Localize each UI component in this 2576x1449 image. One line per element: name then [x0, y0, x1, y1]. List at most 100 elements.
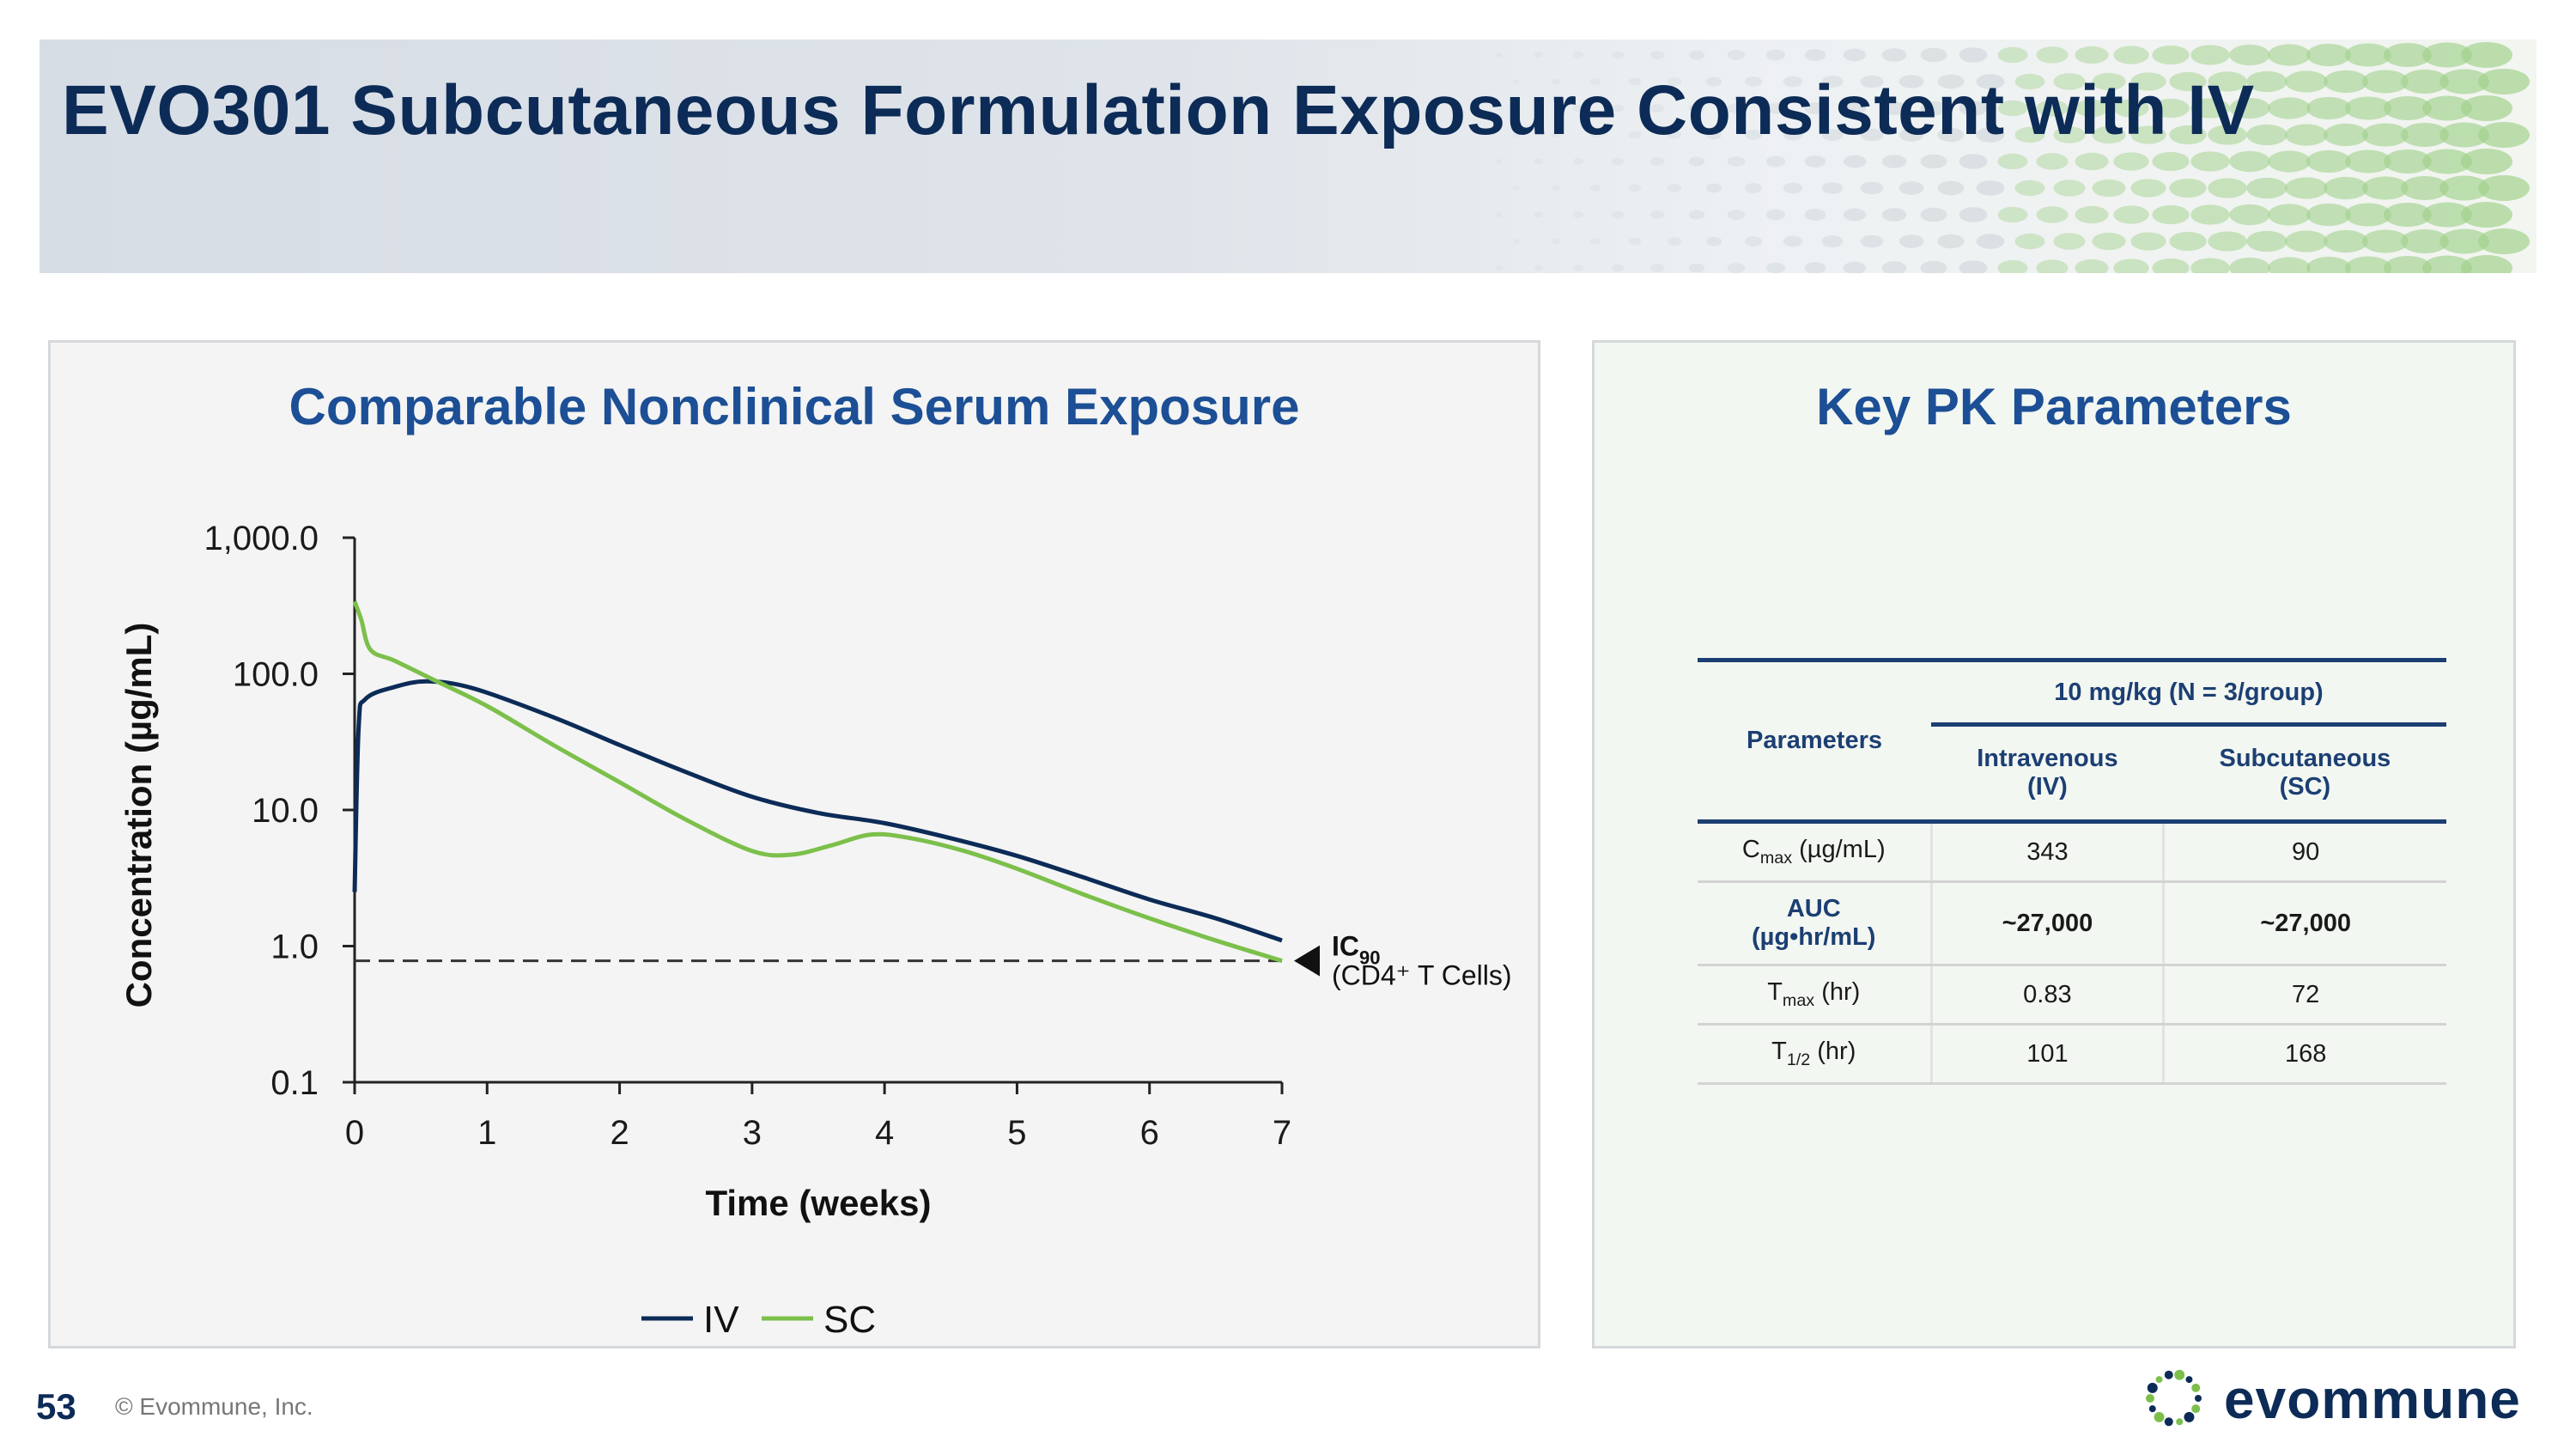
ic90-sublabel: (CD4⁺ T Cells) — [1332, 960, 1512, 991]
banner-dot — [2190, 258, 2230, 273]
banner-dot — [1688, 210, 1705, 220]
banner-dot — [2113, 152, 2149, 171]
x-tick-label: 7 — [1273, 1114, 1291, 1152]
banner-dot — [2246, 70, 2287, 93]
banner-dot — [2478, 175, 2530, 201]
banner-dot — [1821, 182, 1844, 194]
banner-dot — [1744, 130, 1763, 140]
banner-dot — [1727, 156, 1746, 167]
banner-dot — [2461, 95, 2512, 121]
banner-dot — [1920, 100, 1947, 116]
banner-dot — [1937, 127, 1965, 143]
banner-dot — [1572, 52, 1584, 58]
banner-dot — [1611, 264, 1625, 272]
banner-dot — [1688, 103, 1705, 113]
banner-dot — [1997, 100, 2028, 117]
banner-dot — [2169, 178, 2207, 198]
banner-dot — [1937, 234, 1965, 249]
banner-dot — [2324, 229, 2368, 253]
series-line-sc — [352, 600, 1283, 963]
banner-dot — [2345, 96, 2391, 120]
banner-dot — [1534, 211, 1544, 218]
banner-dot — [1821, 235, 1844, 247]
row-label-thalf: T1/2 (hr) — [1698, 1024, 1933, 1085]
banner-dot — [1551, 185, 1561, 192]
banner-dot — [1705, 76, 1722, 87]
banner-dot — [2384, 95, 2432, 121]
logo-dot — [2174, 1369, 2185, 1380]
banner-dot — [1589, 238, 1601, 245]
banner-dot — [1649, 104, 1665, 113]
banner-dot — [2075, 99, 2109, 118]
row-label-cmax: Cmax (µg/mL) — [1698, 821, 1933, 883]
y-tick-label: 10.0 — [252, 792, 319, 830]
banner-dot — [2422, 255, 2472, 273]
banner-dot — [2092, 72, 2126, 91]
banner-dot — [2268, 257, 2311, 273]
banner-dot — [1959, 260, 1988, 273]
banner-dot — [1649, 157, 1665, 166]
banner-dot — [2053, 73, 2086, 90]
banner-dot — [1860, 234, 1884, 248]
banner-dot — [1937, 180, 1965, 196]
banner-dot — [2246, 124, 2287, 146]
banner-dot — [1649, 51, 1665, 59]
sc-column-header: Subcutaneous (SC) — [2163, 724, 2446, 824]
banner-dot — [1783, 182, 1803, 194]
banner-dot — [1551, 78, 1561, 85]
banner-dot — [2362, 229, 2409, 253]
x-tick-label: 0 — [345, 1114, 364, 1152]
banner-dot — [1628, 184, 1642, 192]
banner-dot — [1534, 52, 1544, 58]
banner-dot — [2306, 256, 2351, 273]
banner-dot — [2362, 123, 2409, 147]
banner-dot — [2461, 149, 2512, 174]
banner-dot — [2285, 177, 2328, 199]
banner-dot — [2384, 255, 2432, 273]
chart-panel: Comparable Nonclinical Serum Exposure 1,… — [48, 340, 1540, 1349]
banner-dot — [1843, 101, 1867, 115]
banner-dot — [1959, 154, 1988, 169]
tmax-sc-value: 72 — [2163, 965, 2446, 1026]
banner-dot — [1572, 265, 1584, 271]
param-column-header: Parameters — [1698, 658, 1931, 824]
banner-dot — [1727, 50, 1746, 60]
logo-dot — [2148, 1405, 2156, 1413]
table-row: AUC (µg•hr/mL) ~27,000 ~27,000 — [1698, 881, 2446, 966]
banner-dot — [2306, 43, 2351, 67]
banner-dot — [1572, 158, 1584, 165]
banner-dot — [2053, 126, 2086, 143]
pk-parameters-table: Parameters 10 mg/kg (N = 3/group) Intrav… — [1698, 658, 2446, 1085]
banner-dot — [1688, 50, 1705, 60]
banner-dot — [1804, 49, 1826, 61]
banner-dot — [2092, 125, 2126, 144]
slide-title: EVO301 Subcutaneous Formulation Exposure… — [62, 71, 2255, 149]
sc-header-line1: Subcutaneous — [2219, 745, 2391, 772]
banner-dot — [2306, 203, 2351, 227]
banner-dot — [1976, 127, 2005, 143]
banner-dot — [1804, 155, 1826, 167]
banner-dot — [1920, 47, 1947, 63]
banner-dot — [1496, 106, 1503, 111]
banner-dot — [1667, 237, 1682, 246]
banner-dot — [2246, 177, 2287, 199]
banner-dot — [1628, 237, 1642, 246]
banner-dot — [2422, 202, 2472, 228]
banner-dot — [1881, 155, 1907, 168]
banner-dot — [1881, 48, 1907, 62]
banner-dot — [2268, 44, 2311, 66]
page-number: 53 — [36, 1386, 76, 1427]
banner-dot — [1496, 265, 1503, 271]
banner-dot — [2092, 232, 2126, 251]
logo-dot — [2146, 1394, 2154, 1403]
x-tick-label: 4 — [875, 1114, 894, 1152]
pk-panel: Key PK Parameters Parameters 10 mg/kg (N… — [1592, 340, 2516, 1349]
banner-dot — [1744, 76, 1763, 87]
banner-dot — [2268, 150, 2311, 173]
banner-dot — [1881, 208, 1907, 222]
logo-wordmark: evommune — [2224, 1368, 2521, 1430]
banner-dot — [2362, 70, 2409, 94]
cmax-iv-value: 343 — [1931, 821, 2166, 883]
banner-dot — [2208, 178, 2247, 198]
legend-label-sc: SC — [823, 1299, 876, 1341]
